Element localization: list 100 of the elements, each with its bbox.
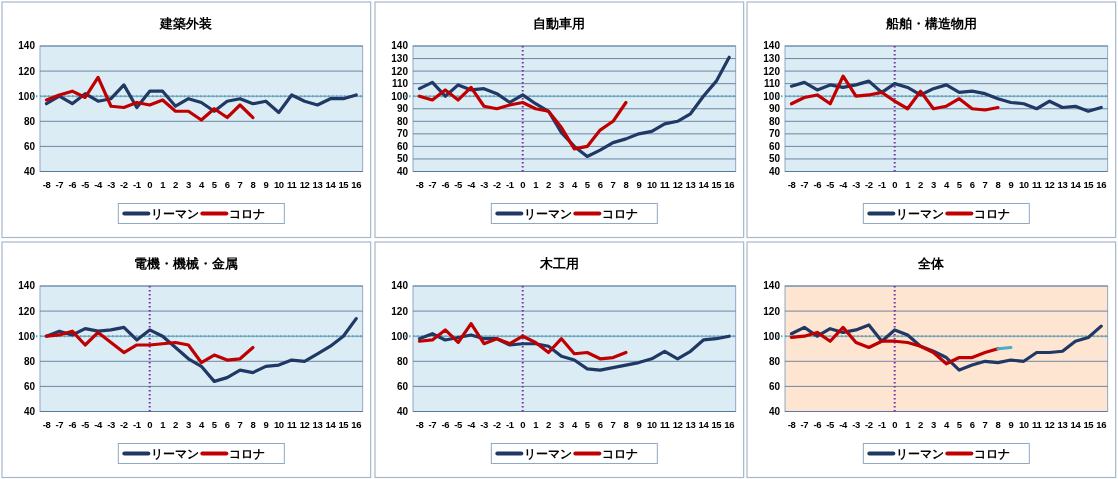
x-tick-label: 11 (287, 179, 298, 191)
x-tick-label: 11 (1032, 179, 1043, 191)
x-tick-label: 10 (1019, 419, 1030, 430)
y-tick-label: 100 (763, 90, 781, 102)
x-tick-label: 6 (970, 179, 976, 191)
x-tick-label: 13 (685, 419, 696, 430)
x-tick-label: 6 (597, 179, 603, 191)
legend-label: コロナ (229, 207, 266, 221)
x-tick-label: 2 (173, 179, 179, 191)
x-tick-label: 5 (211, 179, 218, 191)
x-tick-label: 10 (1019, 179, 1030, 191)
x-tick-label: 16 (351, 419, 362, 430)
x-tick-label: 4 (571, 179, 578, 191)
x-tick-label: 12 (299, 179, 310, 191)
x-tick-label: 6 (970, 419, 976, 430)
x-tick-label: 11 (1032, 419, 1043, 430)
y-tick-label: 40 (23, 405, 36, 417)
y-tick-label: 100 (390, 90, 409, 102)
x-tick-label: 3 (931, 419, 937, 430)
y-tick-label: 120 (763, 65, 781, 77)
x-tick-label: -5 (826, 419, 836, 430)
y-tick-label: 80 (769, 115, 781, 127)
x-tick-label: -4 (839, 419, 849, 430)
x-tick-label: 14 (698, 179, 710, 191)
legend-label: リーマン (523, 446, 572, 461)
line-series (417, 321, 628, 360)
x-tick-label: -6 (441, 419, 449, 430)
x-tick-label: -8 (787, 419, 796, 430)
y-tick-label: 90 (769, 103, 781, 115)
y-tick-label: 40 (23, 166, 36, 177)
x-tick-label: 10 (273, 179, 284, 191)
x-tick-label: -4 (466, 179, 476, 191)
x-tick-label: 8 (623, 419, 629, 430)
x-tick-label: 13 (312, 419, 323, 430)
y-tick-label: 60 (769, 140, 781, 152)
chart-title: 電機・機械・金属 (134, 255, 239, 271)
y-tick-label: 140 (390, 280, 409, 291)
chart-title: 全体 (917, 255, 946, 271)
line-series (790, 74, 1000, 112)
x-tick-label: 12 (299, 419, 310, 430)
x-tick-label: 4 (198, 179, 205, 191)
x-tick-label: 10 (646, 179, 657, 191)
y-tick-label: 120 (390, 65, 409, 77)
x-tick-label: 15 (711, 419, 722, 430)
x-tick-label: 15 (1083, 179, 1095, 191)
x-tick-label: 12 (672, 419, 683, 430)
y-tick-label: 140 (763, 40, 781, 52)
x-tick-label: 12 (1045, 179, 1055, 191)
y-tick-label: 100 (18, 330, 36, 342)
x-tick-label: 9 (1008, 419, 1014, 430)
x-tick-label: -2 (492, 179, 501, 191)
x-tick-label: 11 (287, 419, 298, 430)
x-tick-label: 8 (995, 419, 1001, 430)
legend-label: コロナ (601, 446, 638, 461)
x-tick-label: -5 (454, 419, 463, 430)
x-tick-label: 1 (905, 419, 912, 430)
x-tick-label: -3 (107, 419, 115, 430)
x-tick-label: 6 (224, 419, 230, 430)
y-tick-label: 50 (769, 153, 781, 165)
x-tick-label: -7 (800, 179, 809, 191)
x-tick-label: 1 (532, 419, 539, 430)
line-series (44, 83, 358, 115)
x-tick-label: 16 (1096, 179, 1107, 191)
x-tick-label: -8 (42, 179, 51, 191)
x-tick-label: 7 (237, 179, 243, 191)
x-tick-label: -4 (94, 179, 104, 191)
x-tick-label: 4 (944, 419, 951, 430)
x-tick-label: 3 (185, 179, 191, 191)
x-tick-label: 6 (224, 179, 230, 191)
y-tick-label: 100 (390, 330, 409, 342)
x-tick-label: -3 (479, 419, 488, 430)
x-tick-label: 14 (1070, 179, 1082, 191)
x-tick-label: 14 (698, 419, 710, 430)
y-tick-label: 130 (390, 53, 409, 65)
x-tick-label: 12 (672, 179, 683, 191)
x-tick-label: -8 (787, 179, 796, 191)
x-tick-label: 15 (1083, 419, 1095, 430)
x-tick-label: -5 (826, 179, 836, 191)
x-tick-label: -1 (878, 419, 888, 430)
y-tick-label: 110 (391, 78, 409, 90)
y-tick-label: 60 (769, 380, 781, 392)
chart-title: 船舶・構造物用 (885, 16, 978, 31)
x-tick-label: -1 (505, 179, 515, 191)
x-tick-label: -7 (428, 179, 436, 191)
x-tick-label: 16 (1096, 419, 1107, 430)
y-tick-label: 130 (763, 53, 781, 65)
y-tick-label: 50 (396, 153, 409, 165)
x-tick-label: 6 (597, 419, 603, 430)
x-tick-label: 15 (711, 179, 722, 191)
x-tick-label: -6 (813, 179, 822, 191)
chart-title: 自動車用 (532, 16, 585, 31)
y-tick-label: 80 (23, 355, 36, 367)
y-tick-label: 40 (396, 166, 409, 177)
x-tick-label: 14 (325, 179, 337, 191)
legend-label: コロナ (601, 207, 638, 221)
x-tick-label: -8 (42, 419, 51, 430)
x-tick-label: -7 (55, 179, 64, 191)
x-tick-label: -8 (415, 419, 424, 430)
x-tick-label: 15 (338, 179, 350, 191)
y-tick-label: 80 (769, 355, 781, 367)
